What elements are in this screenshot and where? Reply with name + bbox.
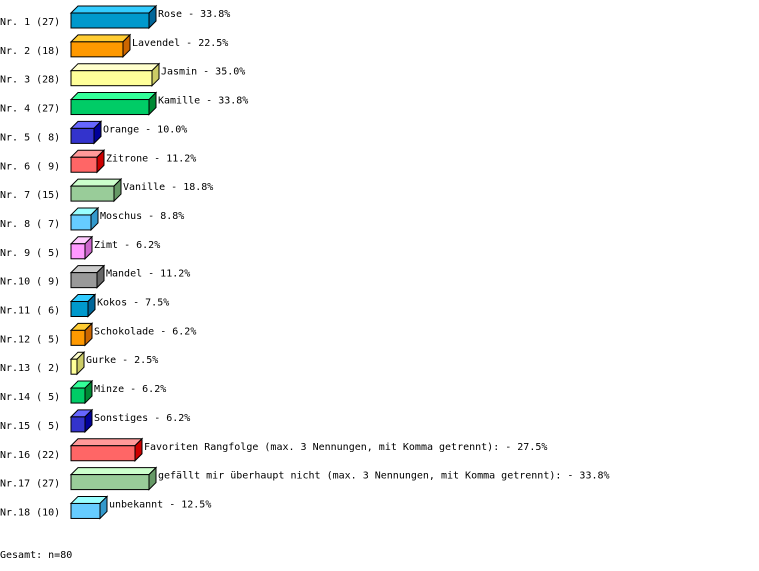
- row-rank-label: Nr.15 ( 5): [0, 421, 60, 432]
- bar: [70, 358, 78, 375]
- bar-top-face: [69, 34, 132, 43]
- row-rank-label: Nr. 2 (18): [0, 46, 60, 57]
- bar: [70, 445, 136, 462]
- bar-value-label: Kamille - 33.8%: [158, 96, 248, 107]
- bar: [70, 156, 98, 173]
- bar: [70, 301, 89, 317]
- bar: [70, 416, 86, 433]
- bar: [70, 41, 124, 58]
- bar-value-label: Zitrone - 11.2%: [106, 153, 196, 164]
- bar: [70, 474, 150, 491]
- row-rank-label: Nr. 9 ( 5): [0, 248, 60, 259]
- row-rank-label: Nr. 4 (27): [0, 104, 60, 115]
- bar-value-label: Gurke - 2.5%: [86, 355, 158, 366]
- bar-top-face: [69, 63, 161, 72]
- bar: [70, 70, 153, 87]
- bar-top-face: [69, 178, 123, 187]
- bar-value-label: Favoriten Rangfolge (max. 3 Nennungen, m…: [144, 442, 547, 453]
- row-rank-label: Nr.17 (27): [0, 479, 60, 490]
- row-rank-label: Nr.16 (22): [0, 450, 60, 461]
- bar: [70, 185, 115, 202]
- bar-value-label: Minze - 6.2%: [94, 384, 166, 395]
- row-rank-label: Nr. 1 (27): [0, 17, 60, 28]
- row-rank-label: Nr.14 ( 5): [0, 392, 60, 403]
- bar-top-face: [69, 438, 144, 447]
- row-rank-label: Nr.18 (10): [0, 507, 60, 518]
- bar-top-face: [69, 92, 158, 101]
- row-rank-label: Nr. 7 (15): [0, 190, 60, 201]
- bar-value-label: gefällt mir überhaupt nicht (max. 3 Nenn…: [158, 471, 610, 482]
- row-rank-label: Nr. 5 ( 8): [0, 132, 60, 143]
- bar-value-label: unbekannt - 12.5%: [109, 499, 211, 510]
- total-label: Gesamt: n=80: [0, 550, 72, 561]
- bar-value-label: Moschus - 8.8%: [100, 211, 184, 222]
- bar-top-face: [69, 467, 158, 476]
- row-rank-label: Nr.10 ( 9): [0, 277, 60, 288]
- bar: [70, 12, 150, 29]
- bar: [70, 502, 101, 519]
- bar: [70, 99, 150, 116]
- bar-top-face: [69, 5, 158, 14]
- bar-value-label: Kokos - 7.5%: [97, 298, 169, 309]
- row-rank-label: Nr.13 ( 2): [0, 363, 60, 374]
- bar: [70, 329, 86, 346]
- row-rank-label: Nr. 8 ( 7): [0, 219, 60, 230]
- row-rank-label: Nr. 6 ( 9): [0, 161, 60, 172]
- bar: [70, 272, 98, 289]
- bar: [70, 243, 86, 260]
- row-rank-label: Nr.12 ( 5): [0, 334, 60, 345]
- row-rank-label: Nr. 3 (28): [0, 75, 60, 86]
- bar-value-label: Rose - 33.8%: [158, 9, 230, 20]
- bar-value-label: Schokolade - 6.2%: [94, 326, 196, 337]
- row-rank-label: Nr.11 ( 6): [0, 306, 60, 317]
- bar: [70, 214, 92, 231]
- bar: [70, 387, 86, 404]
- bar-value-label: Mandel - 11.2%: [106, 269, 190, 280]
- bar-value-label: Jasmin - 35.0%: [161, 67, 245, 78]
- bar-value-label: Lavendel - 22.5%: [132, 38, 228, 49]
- bar: [70, 127, 95, 144]
- bar-value-label: Orange - 10.0%: [103, 124, 187, 135]
- bar-value-label: Vanille - 18.8%: [123, 182, 213, 193]
- bar-value-label: Sonstiges - 6.2%: [94, 413, 190, 424]
- bar-value-label: Zimt - 6.2%: [94, 240, 160, 251]
